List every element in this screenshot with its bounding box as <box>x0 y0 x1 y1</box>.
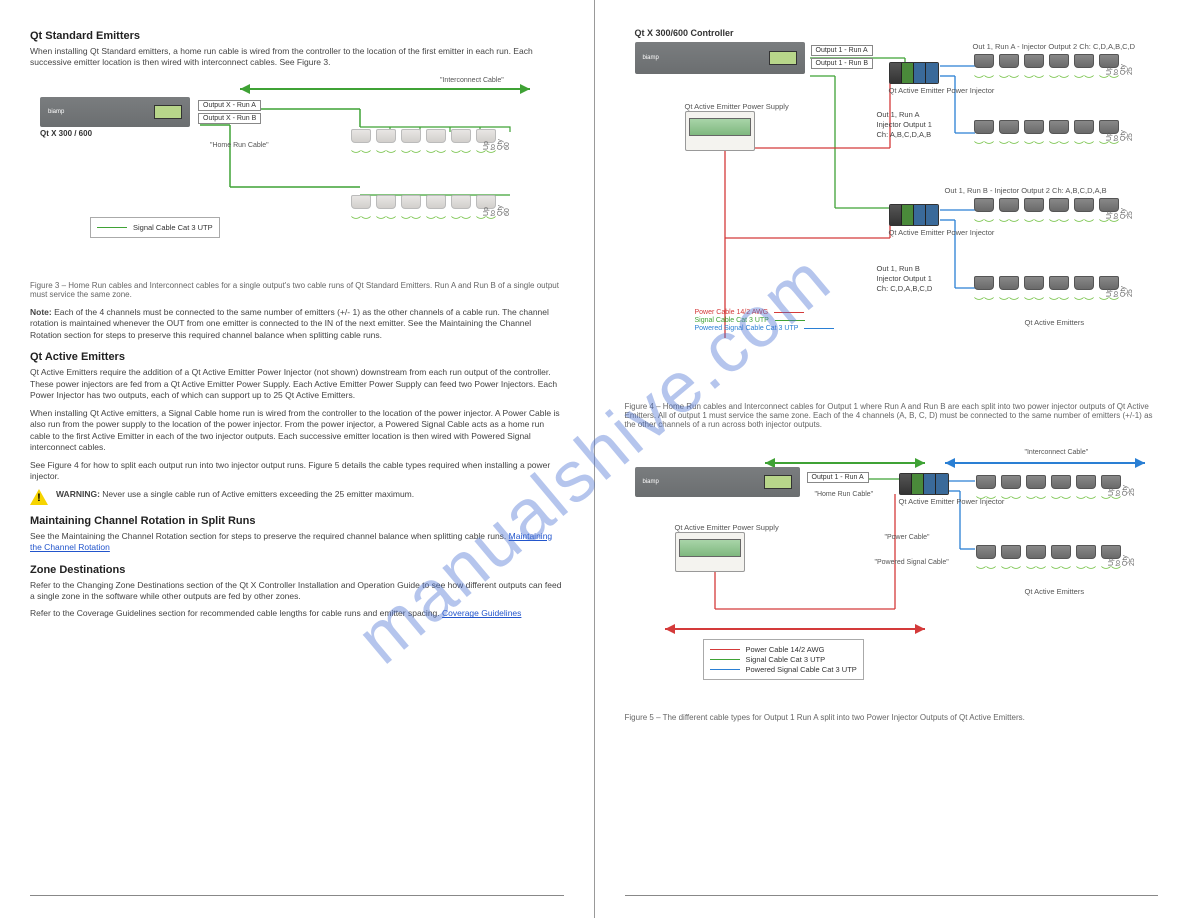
fig5-caption: Figure 5 – The different cable types for… <box>625 713 1159 722</box>
legend-signal: Signal Cable Cat 3 UTP <box>133 223 213 232</box>
qty: Up to Qty 25 <box>1106 283 1134 297</box>
inj-label: Qt Active Emitter Power Injector <box>889 86 995 95</box>
warning-icon <box>30 489 48 505</box>
qty-label-b: Up to Qty 60 <box>483 202 511 216</box>
page-footer <box>625 895 1159 900</box>
fig5-row2: ⌒⌒⌒⌒⌒⌒⌒⌒⌒⌒⌒⌒ Up to Qty 25 <box>975 545 1122 573</box>
fig5-interconnect-label: "Interconnect Cable" <box>1025 449 1089 456</box>
fig4-ports: Output 1 - Run A Output 1 - Run B <box>811 44 874 70</box>
fig5-row1: ⌒⌒⌒⌒⌒⌒⌒⌒⌒⌒⌒⌒ Up to Qty 25 <box>975 475 1122 503</box>
port-b: Output 1 - Run B <box>811 58 874 69</box>
fig3-caption: Figure 3 – Home Run cables and Interconn… <box>30 281 564 299</box>
warning-block: WARNING: Never use a single cable run of… <box>30 489 564 505</box>
qty: Up to Qty 25 <box>1106 61 1134 75</box>
warning-title: WARNING: <box>56 489 100 499</box>
paragraph: Qt Active Emitters require the addition … <box>30 367 564 401</box>
fig5-legend: Power Cable 14/2 AWG Signal Cable Cat 3 … <box>703 639 864 680</box>
legend-signal: Signal Cable Cat 3 UTP <box>746 655 826 664</box>
psu-label: Qt Active Emitter Power Supply <box>685 102 789 111</box>
paragraph: See the Maintaining the Channel Rotation… <box>30 531 564 554</box>
homerun-label: "Home Run Cable" <box>210 142 269 149</box>
fig4-row4-label: Out 1, Run BInjector Output 1Ch: C,D,A,B… <box>877 264 933 293</box>
controller-block: biamp Qt X 300 / 600 <box>40 97 190 138</box>
paragraph: See Figure 4 for how to split each outpu… <box>30 460 564 483</box>
port-a-label: Output X - Run A <box>198 100 261 111</box>
qty: Up to Qty 25 <box>1106 127 1134 141</box>
controller-icon: biamp <box>40 97 190 127</box>
fig4-row2-label: Out 1, Run AInjector Output 1Ch: A,B,C,D… <box>877 110 932 139</box>
qty: Up to Qty 25 <box>1106 205 1134 219</box>
fig5-power-cable-label: "Power Cable" <box>885 534 930 541</box>
paragraph: Refer to the Changing Zone Destinations … <box>30 580 564 603</box>
legend-powered: Powered Signal Cable Cat 3 UTP <box>746 665 857 674</box>
fig4-row3-label: Out 1, Run B - Injector Output 2 Ch: A,B… <box>945 186 1107 195</box>
left-page: Qt Standard Emitters When installing Qt … <box>0 0 594 918</box>
fig4-caption: Figure 4 – Home Run cables and Interconn… <box>625 402 1159 429</box>
interconnect-label: "Interconnect Cable" <box>440 77 504 84</box>
figure-3: biamp Qt X 300 / 600 Output X - Run A Ou… <box>30 77 564 267</box>
heading-standard-emitters: Qt Standard Emitters <box>30 30 564 42</box>
fig4-row1-label: Out 1, Run A - Injector Output 2 Ch: C,D… <box>973 42 1136 51</box>
legend-power: Power Cable 14/2 AWG <box>746 645 825 654</box>
note-body: Each of the 4 channels must be connected… <box>30 307 549 340</box>
psu-label: Qt Active Emitter Power Supply <box>675 523 779 532</box>
fig4-controller-title: Qt X 300/600 Controller <box>635 28 734 38</box>
fig5-powered-signal-label: "Powered Signal Cable" <box>875 559 949 566</box>
fig4-legend: Power Cable 14/2 AWG Signal Cable Cat 3 … <box>695 308 835 333</box>
fig4-emitters-label: Qt Active Emitters <box>1025 318 1085 327</box>
paragraph: When installing Qt Active emitters, a Si… <box>30 408 564 454</box>
heading-zone-destinations: Zone Destinations <box>30 564 564 576</box>
figure-4: Qt X 300/600 Controller <box>625 28 1159 388</box>
fig4-row4: ⌒⌒⌒⌒⌒⌒⌒⌒⌒⌒⌒⌒ Up to Qty 25 <box>973 276 1120 304</box>
emitter-row-a: ⌒⌒ ⌒⌒ ⌒⌒ ⌒⌒ ⌒⌒ ⌒⌒ Up to Qty 60 <box>350 129 497 157</box>
fig4-psu: Qt Active Emitter Power Supply <box>685 102 789 151</box>
fig4-row1: ⌒⌒⌒⌒⌒⌒⌒⌒⌒⌒⌒⌒ Up to Qty 25 <box>973 54 1120 82</box>
emitter-row-b: ⌒⌒ ⌒⌒ ⌒⌒ ⌒⌒ ⌒⌒ ⌒⌒ Up to Qty 60 <box>350 195 497 223</box>
inj-label: Qt Active Emitter Power Injector <box>889 228 995 237</box>
fig4-controller: biamp <box>635 42 805 74</box>
fig5-port-a: Output 1 - Run A <box>807 472 869 483</box>
two-page-spread: Qt Standard Emitters When installing Qt … <box>0 0 1188 918</box>
lcd-icon <box>154 105 182 119</box>
qty-label-a: Up to Qty 60 <box>483 136 511 150</box>
fig5-psu: Qt Active Emitter Power Supply <box>675 523 779 572</box>
right-page: Qt X 300/600 Controller <box>595 0 1188 918</box>
output-ports: Output X - Run A Output X - Run B <box>198 99 261 125</box>
port-b-label: Output X - Run B <box>198 113 261 124</box>
note-title: Note: <box>30 307 52 317</box>
fig5-controller: biamp <box>635 467 800 497</box>
controller-model-label: Qt X 300 / 600 <box>40 129 190 138</box>
heading-channel-rotation: Maintaining Channel Rotation in Split Ru… <box>30 515 564 527</box>
page-footer <box>30 895 564 900</box>
paragraph: When installing Qt Standard emitters, a … <box>30 46 564 69</box>
link-coverage[interactable]: Coverage Guidelines <box>442 608 521 618</box>
paragraph: Refer to the Coverage Guidelines section… <box>30 608 564 619</box>
note: Note: Each of the 4 channels must be con… <box>30 307 564 341</box>
fig3-legend: Signal Cable Cat 3 UTP <box>90 217 220 238</box>
fig4-row3: ⌒⌒⌒⌒⌒⌒⌒⌒⌒⌒⌒⌒ Up to Qty 25 <box>973 198 1120 226</box>
port-a: Output 1 - Run A <box>811 45 873 56</box>
figure-5: biamp Output 1 - Run A "Home Run Cable" … <box>625 449 1159 699</box>
heading-active-emitters: Qt Active Emitters <box>30 351 564 363</box>
fig5-homerun-label: "Home Run Cable" <box>815 491 874 498</box>
fig4-row2: ⌒⌒⌒⌒⌒⌒⌒⌒⌒⌒⌒⌒ Up to Qty 25 <box>973 120 1120 148</box>
warning-body: Never use a single cable run of Active e… <box>102 489 414 499</box>
qty: Up to Qty 25 <box>1108 552 1136 566</box>
qty: Up to Qty 25 <box>1108 482 1136 496</box>
fig5-emitters-label: Qt Active Emitters <box>1025 587 1085 596</box>
